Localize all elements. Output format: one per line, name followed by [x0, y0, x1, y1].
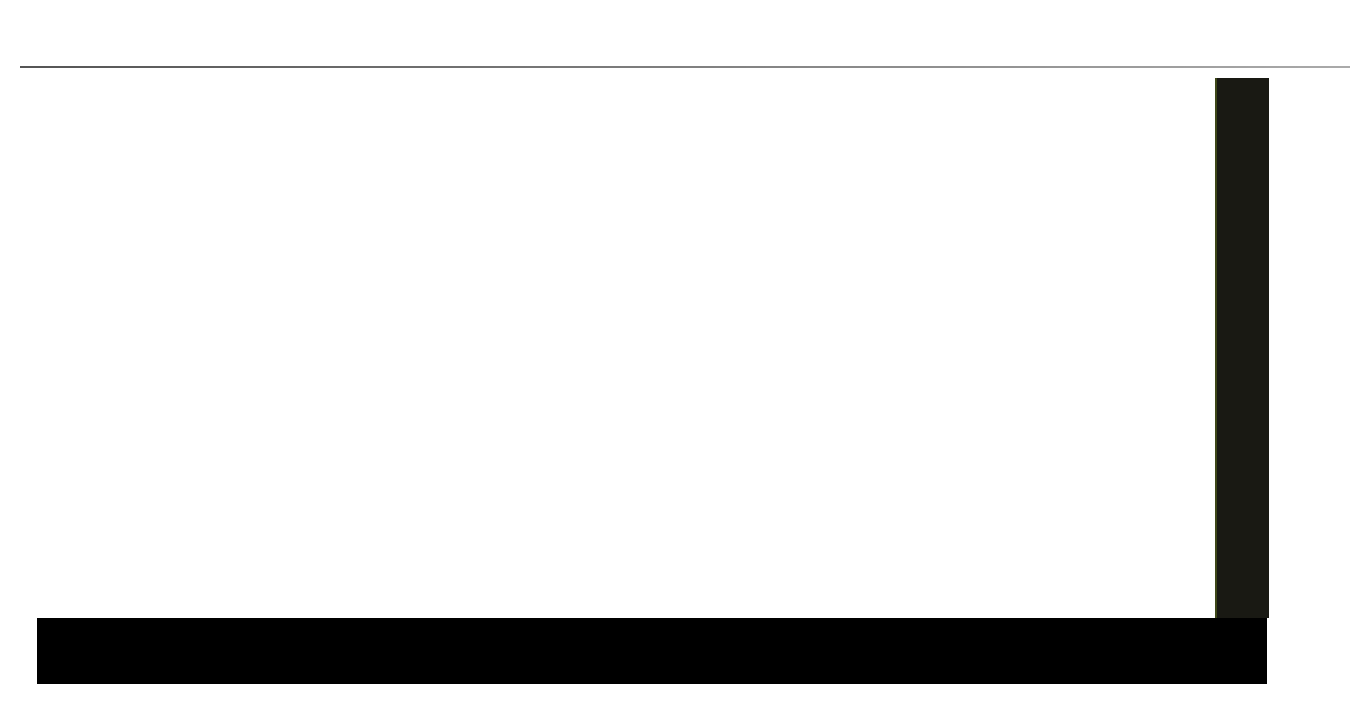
y-axis-panel — [1215, 78, 1269, 618]
x-axis-panel — [37, 618, 1267, 684]
title-divider — [20, 66, 1350, 68]
